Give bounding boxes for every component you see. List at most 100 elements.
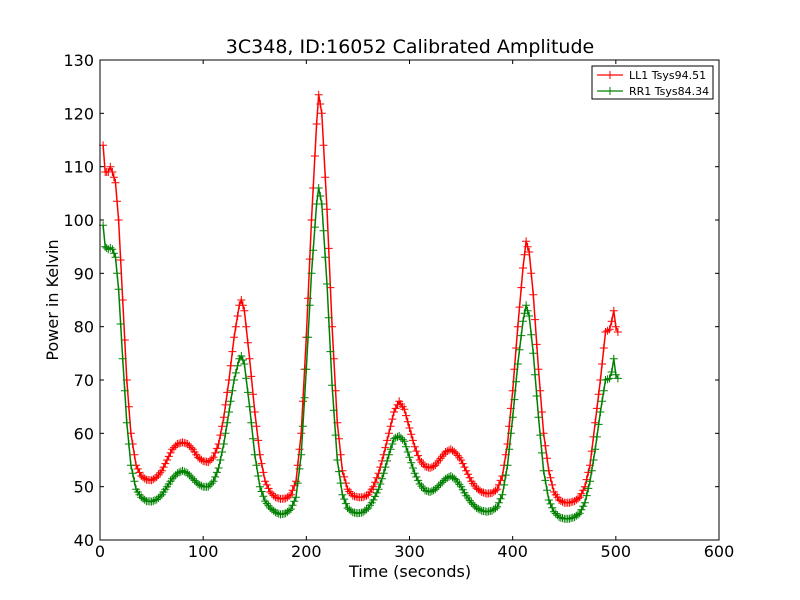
data-point-marker (599, 344, 608, 352)
data-point-marker (108, 168, 117, 176)
data-point-marker (169, 472, 178, 481)
data-point-marker (149, 496, 158, 505)
data-point-marker (219, 413, 228, 422)
data-point-marker (513, 322, 522, 331)
data-point-marker (491, 504, 500, 513)
data-point-marker (285, 491, 294, 500)
data-point-marker (527, 330, 536, 339)
data-point-marker (589, 456, 598, 464)
data-point-marker (207, 454, 216, 463)
y-tick-label: 80 (74, 318, 94, 337)
data-point-marker (465, 473, 474, 482)
data-point-marker (391, 404, 400, 413)
data-point-marker (491, 486, 500, 495)
data-point-marker (297, 450, 306, 459)
data-point-marker (219, 440, 228, 448)
data-point-marker (546, 499, 555, 508)
data-point-marker (180, 467, 189, 476)
data-point-marker (596, 408, 605, 416)
data-point-marker (450, 447, 459, 456)
data-point-marker (240, 360, 249, 368)
data-point-marker (388, 440, 397, 448)
data-point-marker (286, 505, 295, 514)
data-point-marker (211, 472, 220, 481)
data-point-marker (319, 141, 328, 150)
data-point-marker (541, 441, 550, 450)
data-point-marker (469, 500, 478, 509)
data-point-marker (348, 491, 357, 500)
data-point-marker (207, 479, 216, 488)
data-point-marker (242, 374, 251, 383)
data-point-marker (371, 492, 380, 501)
data-point-marker (598, 360, 607, 368)
data-point-marker (388, 415, 397, 424)
x-tick-label: 0 (95, 542, 105, 561)
data-point-marker (386, 445, 395, 454)
data-point-marker (314, 184, 323, 192)
data-point-marker (515, 303, 524, 312)
data-point-marker (223, 388, 232, 397)
data-point-marker (393, 400, 402, 409)
series-rr1 (99, 184, 622, 523)
data-point-marker (293, 479, 302, 488)
data-point-marker (384, 429, 393, 438)
data-point-marker (537, 408, 546, 416)
data-point-marker (214, 464, 223, 472)
data-point-marker (543, 454, 552, 463)
y-tick-label: 40 (74, 531, 94, 550)
data-point-marker (185, 441, 194, 450)
data-point-marker (122, 418, 131, 427)
data-point-marker (381, 443, 390, 452)
data-point-marker (412, 447, 421, 456)
data-point-marker (577, 505, 586, 514)
data-point-marker (118, 354, 127, 363)
data-point-marker (426, 464, 435, 472)
data-point-marker (305, 301, 314, 310)
data-point-marker (133, 464, 142, 473)
data-point-marker (541, 476, 550, 485)
data-point-marker (558, 514, 567, 523)
data-point-marker (378, 474, 386, 483)
data-point-marker (340, 495, 349, 504)
data-point-marker (156, 492, 165, 501)
data-point-marker (175, 439, 184, 448)
data-point-marker (362, 491, 371, 500)
data-point-marker (326, 347, 335, 356)
data-point-marker (407, 458, 416, 467)
data-point-marker (187, 472, 196, 481)
data-point-marker (267, 489, 276, 498)
data-point-marker (613, 328, 622, 336)
data-point-marker (395, 432, 404, 440)
data-point-marker (525, 312, 534, 320)
data-point-marker (336, 479, 345, 488)
y-tick-label: 130 (63, 51, 94, 70)
data-point-marker (379, 469, 388, 478)
data-point-marker (204, 482, 213, 491)
data-point-marker (613, 374, 622, 383)
data-point-marker (548, 480, 557, 489)
data-point-marker (252, 461, 261, 470)
data-point-marker (108, 245, 117, 254)
data-point-marker (328, 381, 337, 390)
data-point-marker (128, 469, 137, 478)
data-point-marker (264, 484, 273, 493)
data-point-marker (254, 436, 263, 445)
series-markers (99, 184, 622, 523)
data-point-marker (607, 368, 616, 376)
data-point-marker (120, 386, 129, 395)
data-point-marker (316, 100, 325, 108)
data-point-marker (295, 464, 304, 473)
data-point-marker (398, 435, 407, 444)
data-point-marker (493, 502, 502, 511)
data-point-marker (519, 317, 527, 326)
data-point-marker (434, 481, 443, 490)
data-point-marker (591, 418, 600, 427)
data-point-marker (441, 448, 450, 456)
data-point-marker (130, 477, 139, 486)
data-point-marker (212, 444, 221, 453)
data-point-marker (517, 331, 526, 340)
data-point-marker (316, 192, 325, 200)
data-point-marker (565, 498, 574, 507)
data-point-marker (457, 456, 466, 464)
